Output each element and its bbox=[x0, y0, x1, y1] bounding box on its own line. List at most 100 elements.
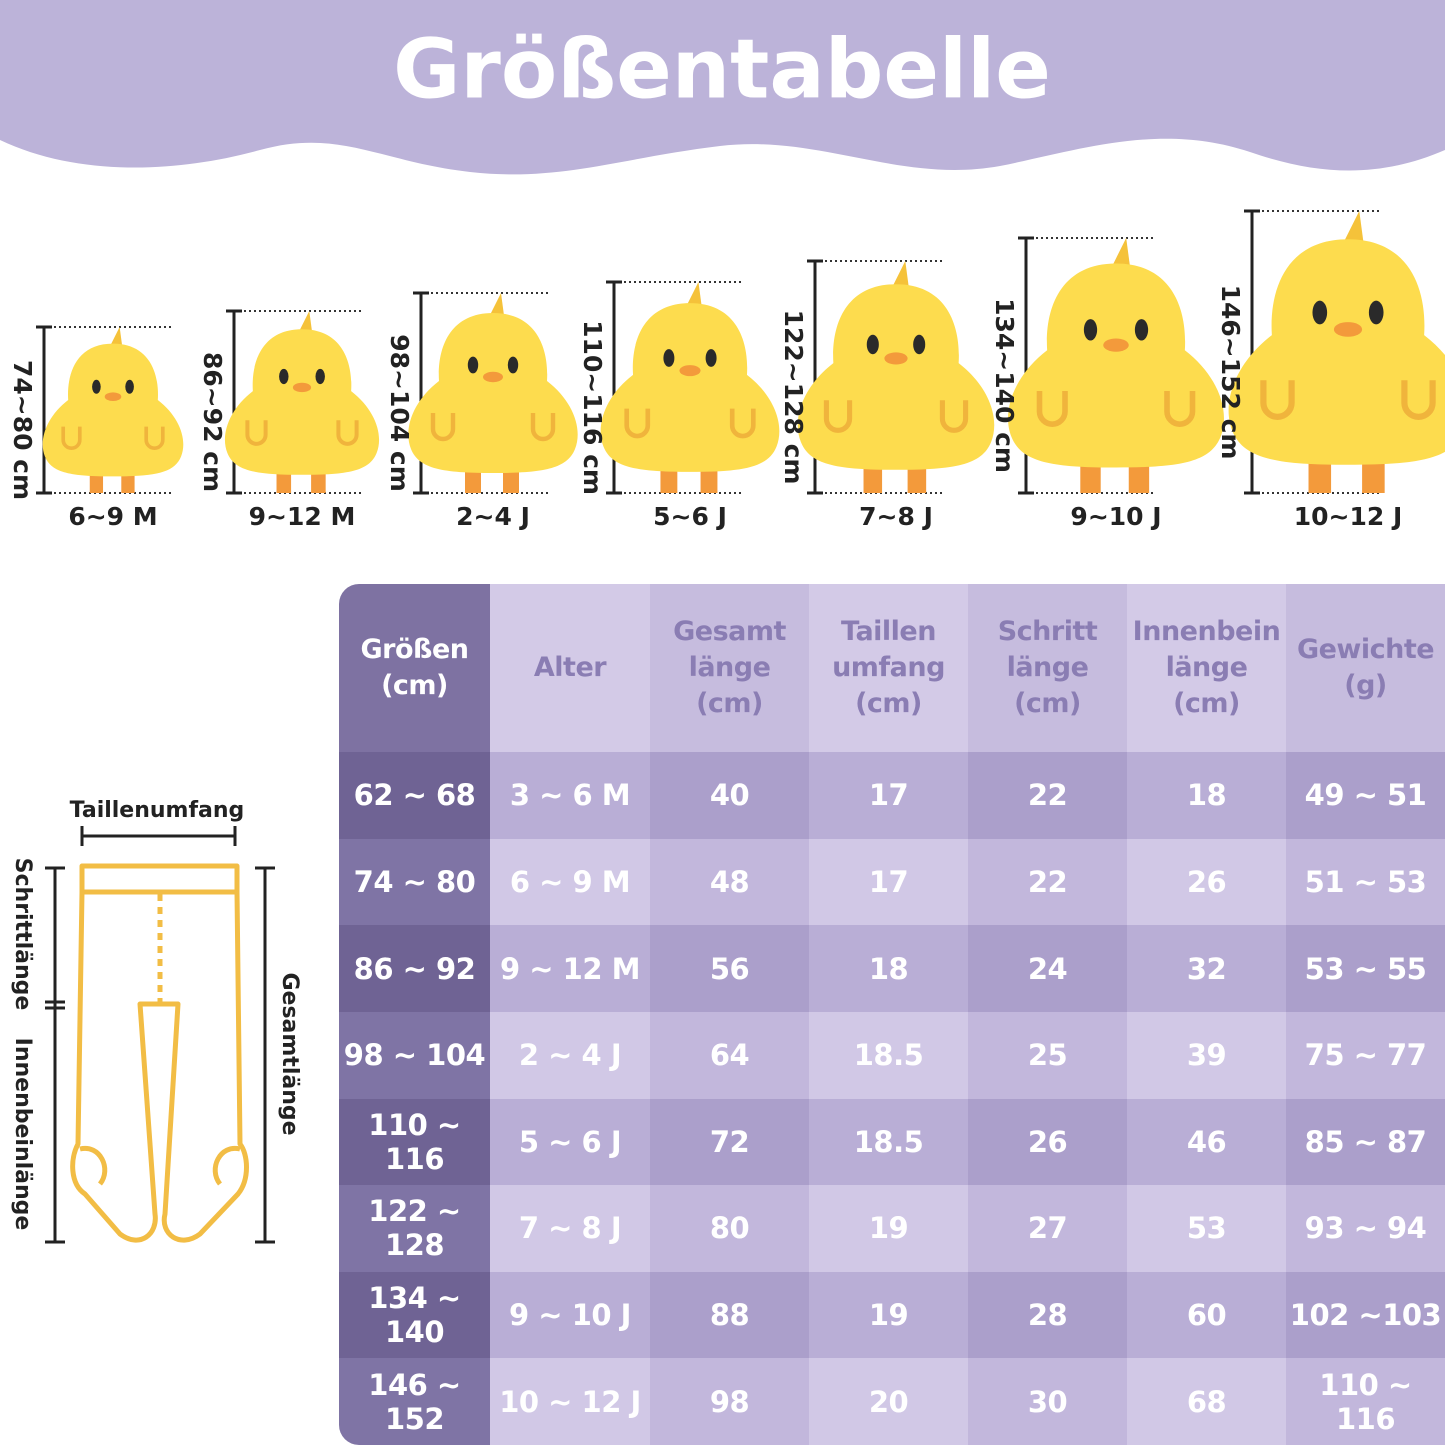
table-cell: 56 bbox=[650, 925, 809, 1012]
waist-label: Taillenumfang bbox=[70, 798, 245, 823]
measure-lines bbox=[45, 826, 275, 1244]
table-cell: 85 ~ 87 bbox=[1286, 1098, 1445, 1186]
table-cell: 49 ~ 51 bbox=[1286, 752, 1445, 839]
height-label: 98~104 cm bbox=[385, 334, 414, 492]
pants bbox=[70, 863, 249, 1243]
crotch-label: Schrittlänge bbox=[10, 858, 35, 1011]
table-cell: 146 ~ 152 bbox=[339, 1358, 490, 1445]
chick bbox=[797, 261, 995, 493]
table-cell: 98 bbox=[650, 1358, 809, 1445]
eye bbox=[1083, 319, 1098, 341]
table-cell: 28 bbox=[968, 1271, 1127, 1359]
table-cell: 26 bbox=[968, 1098, 1127, 1186]
table-cell: 19 bbox=[809, 1271, 968, 1359]
table-cell: 122 ~ 128 bbox=[339, 1185, 490, 1272]
pants-diagram: Taillenumfang Schrittlänge Innenbeinläng… bbox=[10, 798, 302, 1244]
table-cell: 17 bbox=[809, 838, 968, 926]
table-cell: 39 bbox=[1127, 1011, 1286, 1099]
height-label: 110~116 cm bbox=[578, 320, 607, 495]
beak bbox=[1333, 322, 1363, 337]
inseam-label: Innenbeinlänge bbox=[10, 1038, 35, 1231]
chick-body bbox=[1008, 263, 1224, 468]
wing bbox=[245, 420, 268, 446]
height-label: 86~92 cm bbox=[198, 352, 227, 492]
chick-group: 98~104 cm 2~4 J bbox=[385, 291, 578, 531]
table-cell: 20 bbox=[809, 1358, 968, 1445]
eye bbox=[125, 379, 134, 394]
table-cell: Größen (cm) bbox=[339, 584, 490, 752]
table-cell: 68 bbox=[1127, 1358, 1286, 1445]
table-cell: 72 bbox=[650, 1098, 809, 1186]
age-label: 10~12 J bbox=[1294, 502, 1403, 531]
wing bbox=[144, 426, 165, 450]
wing bbox=[530, 413, 556, 442]
table-cell: Gesamt länge (cm) bbox=[650, 584, 809, 752]
beak bbox=[1103, 338, 1129, 352]
chick-body bbox=[600, 303, 780, 472]
chick-group: 86~92 cm 9~12 M bbox=[198, 309, 380, 531]
age-label: 9~10 J bbox=[1070, 502, 1161, 531]
chick bbox=[408, 293, 578, 493]
age-label: 9~12 M bbox=[249, 502, 356, 531]
table-cell: 62 ~ 68 bbox=[339, 752, 490, 839]
chick bbox=[600, 282, 780, 493]
eye bbox=[1368, 300, 1384, 325]
chick-body bbox=[1228, 239, 1445, 465]
table-cell: Taillen umfang (cm) bbox=[809, 584, 968, 752]
eye bbox=[507, 356, 519, 374]
table-cell: 98 ~ 104 bbox=[339, 1011, 490, 1099]
table-cell: 102 ~103 bbox=[1286, 1271, 1445, 1359]
table-cell: 134 ~ 140 bbox=[339, 1271, 490, 1359]
table-cell: 26 bbox=[1127, 838, 1286, 926]
beak bbox=[884, 352, 908, 365]
height-label: 146~152 cm bbox=[1216, 285, 1245, 460]
table-cell: 7 ~ 8 J bbox=[490, 1185, 650, 1272]
wing bbox=[1260, 380, 1295, 420]
chick-body bbox=[42, 343, 184, 477]
total-label: Gesamtlänge bbox=[277, 972, 302, 1135]
chick-body bbox=[408, 313, 578, 473]
table-cell: 6 ~ 9 M bbox=[490, 838, 650, 926]
wing bbox=[1164, 391, 1196, 427]
table-cell: 51 ~ 53 bbox=[1286, 838, 1445, 926]
table-cell: 3 ~ 6 M bbox=[490, 752, 650, 839]
eye bbox=[279, 368, 289, 385]
table-cell: Innenbein länge (cm) bbox=[1127, 584, 1286, 752]
eye bbox=[315, 368, 325, 385]
table-cell: 86 ~ 92 bbox=[339, 925, 490, 1012]
chick-group: 134~140 cm 9~10 J bbox=[990, 236, 1224, 531]
table-cell: 9 ~ 12 M bbox=[490, 925, 650, 1012]
wing bbox=[1401, 380, 1436, 420]
chick bbox=[1008, 238, 1224, 493]
wing bbox=[61, 426, 82, 450]
table-cell: 30 bbox=[968, 1358, 1127, 1445]
age-label: 6~9 M bbox=[68, 502, 157, 531]
artwork: Größentabelle 74~80 cm 6~9 M 86~92 cm 9~12 … bbox=[0, 0, 1445, 531]
table-cell: 53 bbox=[1127, 1185, 1286, 1272]
eye bbox=[467, 356, 479, 374]
age-label: 5~6 J bbox=[653, 502, 727, 531]
table-cell: 18 bbox=[809, 925, 968, 1012]
wing bbox=[430, 413, 456, 442]
table-cell: 22 bbox=[968, 838, 1127, 926]
table-cell: 17 bbox=[809, 752, 968, 839]
eye bbox=[92, 379, 101, 394]
beak bbox=[483, 371, 503, 383]
table-cell: 18.5 bbox=[809, 1011, 968, 1099]
table-cell: Alter bbox=[490, 584, 650, 752]
chick bbox=[42, 327, 184, 493]
size-table: Größen (cm) Alter Gesamt länge (cm) Taillen… bbox=[339, 584, 1445, 1445]
table-cell: 110 ~ 116 bbox=[1286, 1358, 1445, 1445]
table-cell: 25 bbox=[968, 1011, 1127, 1099]
table-cell: 64 bbox=[650, 1011, 809, 1099]
age-label: 2~4 J bbox=[456, 502, 530, 531]
wing bbox=[939, 400, 969, 433]
table-cell: 48 bbox=[650, 838, 809, 926]
table-cell: 5 ~ 6 J bbox=[490, 1098, 650, 1186]
table-cell: 53 ~ 55 bbox=[1286, 925, 1445, 1012]
table-cell: 2 ~ 4 J bbox=[490, 1011, 650, 1099]
table-cell: 88 bbox=[650, 1271, 809, 1359]
eye bbox=[1134, 319, 1149, 341]
eye bbox=[913, 334, 926, 355]
chick-body bbox=[797, 284, 995, 470]
